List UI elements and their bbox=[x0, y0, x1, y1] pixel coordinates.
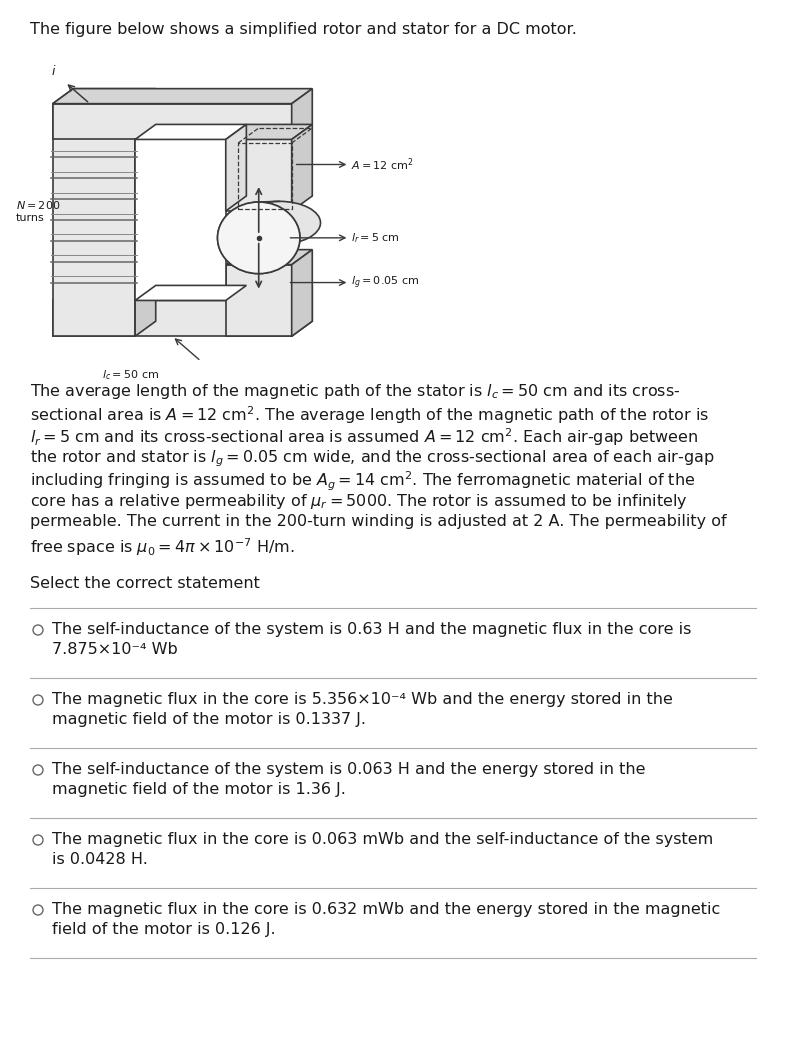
Text: The figure below shows a simplified rotor and stator for a DC motor.: The figure below shows a simplified roto… bbox=[30, 22, 577, 37]
Text: $i$: $i$ bbox=[50, 64, 56, 78]
Ellipse shape bbox=[238, 201, 321, 245]
Text: field of the motor is 0.126 J.: field of the motor is 0.126 J. bbox=[52, 922, 276, 937]
Text: sectional area is $A = 12$ cm$^2$. The average length of the magnetic path of th: sectional area is $A = 12$ cm$^2$. The a… bbox=[30, 404, 709, 426]
Circle shape bbox=[218, 202, 300, 274]
Polygon shape bbox=[135, 286, 246, 300]
Polygon shape bbox=[226, 265, 292, 336]
Circle shape bbox=[218, 202, 300, 274]
Polygon shape bbox=[226, 124, 312, 139]
Text: $l_r = 5$ cm and its cross-sectional area is assumed $A = 12$ cm$^2$. Each air-g: $l_r = 5$ cm and its cross-sectional are… bbox=[30, 426, 698, 448]
Text: magnetic field of the motor is 0.1337 J.: magnetic field of the motor is 0.1337 J. bbox=[52, 713, 366, 727]
Text: $l_g = 0.05$ cm: $l_g = 0.05$ cm bbox=[351, 274, 420, 291]
Polygon shape bbox=[226, 124, 246, 211]
Text: $l_c = 50$ cm: $l_c = 50$ cm bbox=[102, 369, 160, 383]
Polygon shape bbox=[292, 89, 312, 139]
Polygon shape bbox=[53, 89, 156, 103]
Polygon shape bbox=[53, 286, 312, 300]
Text: magnetic field of the motor is 1.36 J.: magnetic field of the motor is 1.36 J. bbox=[52, 782, 346, 797]
Text: $N = 200$
turns: $N = 200$ turns bbox=[16, 199, 60, 222]
Polygon shape bbox=[135, 124, 246, 139]
Text: permeable. The current in the 200-turn winding is adjusted at 2 A. The permeabil: permeable. The current in the 200-turn w… bbox=[30, 514, 726, 529]
Text: The magnetic flux in the core is 0.632 mWb and the energy stored in the magnetic: The magnetic flux in the core is 0.632 m… bbox=[52, 902, 720, 917]
Text: is 0.0428 H.: is 0.0428 H. bbox=[52, 852, 148, 867]
Text: The magnetic flux in the core is 5.356×10⁻⁴ Wb and the energy stored in the: The magnetic flux in the core is 5.356×1… bbox=[52, 692, 673, 707]
Polygon shape bbox=[226, 139, 292, 211]
Polygon shape bbox=[292, 124, 312, 211]
Polygon shape bbox=[292, 250, 312, 336]
Polygon shape bbox=[135, 89, 156, 336]
Text: The average length of the magnetic path of the stator is $l_c = 50$ cm and its c: The average length of the magnetic path … bbox=[30, 382, 681, 401]
Text: The self-inductance of the system is 0.63 H and the magnetic flux in the core is: The self-inductance of the system is 0.6… bbox=[52, 622, 692, 637]
Polygon shape bbox=[53, 300, 292, 336]
Text: The self-inductance of the system is 0.063 H and the energy stored in the: The self-inductance of the system is 0.0… bbox=[52, 762, 645, 777]
Text: core has a relative permeability of $\mu_r = 5000$. The rotor is assumed to be i: core has a relative permeability of $\mu… bbox=[30, 492, 688, 511]
Text: The magnetic flux in the core is 0.063 mWb and the self-inductance of the system: The magnetic flux in the core is 0.063 m… bbox=[52, 832, 713, 847]
Polygon shape bbox=[226, 250, 312, 265]
Text: $A = 12$ cm$^2$: $A = 12$ cm$^2$ bbox=[351, 156, 414, 173]
Text: free space is $\mu_0 = 4\pi \times 10^{-7}$ H/m.: free space is $\mu_0 = 4\pi \times 10^{-… bbox=[30, 536, 295, 558]
Text: the rotor and stator is $l_g = 0.05$ cm wide, and the cross-sectional area of ea: the rotor and stator is $l_g = 0.05$ cm … bbox=[30, 448, 714, 469]
Text: Select the correct statement: Select the correct statement bbox=[30, 575, 260, 591]
Polygon shape bbox=[53, 89, 312, 103]
Text: including fringing is assumed to be $A_g = 14$ cm$^2$. The ferromagnetic materia: including fringing is assumed to be $A_g… bbox=[30, 470, 695, 493]
Polygon shape bbox=[53, 103, 135, 336]
Text: 7.875×10⁻⁴ Wb: 7.875×10⁻⁴ Wb bbox=[52, 642, 178, 657]
Polygon shape bbox=[135, 139, 226, 300]
Polygon shape bbox=[292, 286, 312, 336]
Text: $l_r = 5$ cm: $l_r = 5$ cm bbox=[351, 231, 400, 245]
Polygon shape bbox=[53, 103, 292, 139]
